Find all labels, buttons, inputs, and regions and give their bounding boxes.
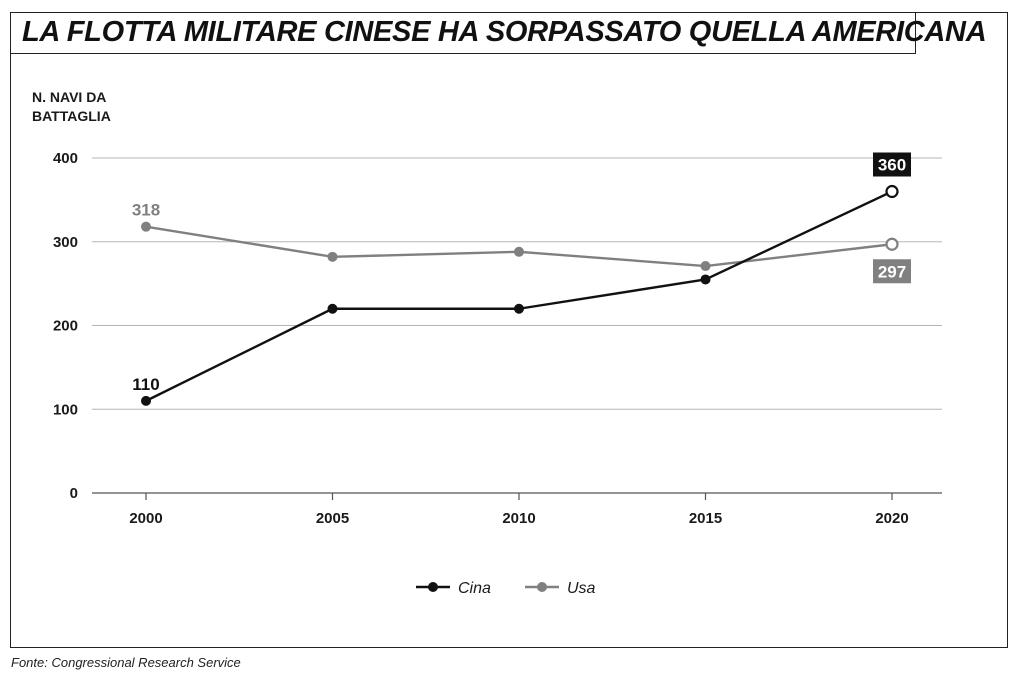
- y-axis-label-line: N. NAVI DA: [32, 89, 106, 105]
- chart-title: LA FLOTTA MILITARE CINESE HA SORPASSATO …: [22, 16, 987, 48]
- x-tick-label: 2005: [316, 510, 349, 527]
- series-line-cina: [145, 190, 893, 402]
- data-point-cina: [514, 303, 524, 314]
- x-tick-label: 2010: [502, 510, 535, 527]
- data-label-cina: 360: [878, 156, 906, 175]
- data-point-cina: [700, 274, 711, 285]
- y-tick-label: 0: [70, 485, 78, 502]
- chart-frame: [10, 12, 1008, 648]
- y-axis-label-line: BATTAGLIA: [32, 108, 111, 124]
- x-tick-label: 2000: [129, 510, 162, 527]
- data-label-usa: 318: [132, 201, 160, 220]
- data-point-cina: [885, 184, 899, 199]
- data-label-usa: 297: [878, 262, 906, 281]
- data-point-cina: [327, 303, 338, 314]
- data-point-usa: [700, 261, 711, 272]
- data-label-box-cina: [873, 152, 911, 177]
- data-point-cina: [141, 395, 151, 406]
- data-label-cina: 110: [132, 375, 159, 394]
- legend-label-usa: Usa: [567, 580, 596, 597]
- legend-marker-usa: [537, 582, 547, 592]
- x-tick-label: 2015: [689, 510, 722, 527]
- y-tick-label: 200: [53, 318, 78, 335]
- data-point-usa: [327, 251, 338, 262]
- source-note: Fonte: Congressional Research Service: [11, 655, 241, 670]
- legend-label-cina: Cina: [458, 580, 491, 597]
- data-label-box-usa: [873, 259, 911, 284]
- x-tick-label: 2020: [875, 510, 908, 527]
- legend-marker-cina: [428, 582, 438, 592]
- data-point-usa: [514, 246, 524, 257]
- data-point-usa: [141, 221, 151, 232]
- title-box: [10, 12, 916, 54]
- series-line-usa: [145, 225, 893, 268]
- y-tick-label: 300: [53, 234, 78, 251]
- y-tick-label: 400: [53, 150, 78, 167]
- y-tick-label: 100: [53, 401, 78, 418]
- data-point-usa: [885, 237, 899, 251]
